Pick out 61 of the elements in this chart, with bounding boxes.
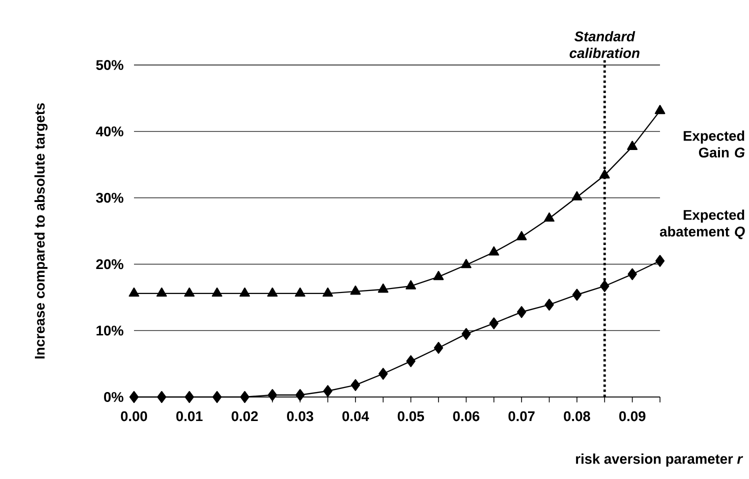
point xyxy=(544,212,554,222)
series-label: Expected Gain G xyxy=(684,130,745,158)
point xyxy=(268,389,278,401)
point xyxy=(489,317,498,330)
x-tick-label: 0.02 xyxy=(232,411,258,422)
point xyxy=(294,287,306,297)
point xyxy=(600,280,610,292)
point xyxy=(572,191,582,200)
point xyxy=(655,254,665,267)
point xyxy=(240,287,250,297)
y-axis-title: Increase compared to absolute targets xyxy=(34,103,48,358)
point xyxy=(378,284,388,293)
point xyxy=(516,306,526,318)
point xyxy=(460,258,472,268)
y-tick-label: 0% xyxy=(104,392,124,402)
point xyxy=(350,285,361,295)
point xyxy=(406,280,416,290)
x-tick-label: 0.07 xyxy=(508,411,535,422)
point xyxy=(434,342,444,354)
y-tick-label: 30% xyxy=(96,192,124,203)
x-tick-label: 0.04 xyxy=(342,411,370,422)
point xyxy=(128,287,140,297)
x-tick-label: 0.08 xyxy=(564,411,590,422)
x-tick-label: 0.00 xyxy=(120,411,148,422)
y-tick-label: 10% xyxy=(96,326,124,336)
y-tick-label: 40% xyxy=(96,126,124,136)
point xyxy=(350,379,360,391)
point xyxy=(378,368,388,380)
point xyxy=(488,246,500,256)
point xyxy=(184,391,194,403)
y-tick-label: 20% xyxy=(96,259,124,270)
y-tick-label: 50% xyxy=(96,60,124,70)
x-tick-label: 0.09 xyxy=(619,411,646,422)
point xyxy=(296,389,305,401)
point xyxy=(212,287,222,297)
point xyxy=(156,287,167,297)
point xyxy=(462,328,471,340)
point xyxy=(267,287,278,297)
point xyxy=(129,391,139,403)
series-label: Expected abatement Q xyxy=(660,210,745,240)
point xyxy=(184,287,195,297)
x-tick-label: 0.06 xyxy=(453,411,480,422)
point xyxy=(599,169,610,178)
point xyxy=(654,104,666,114)
point xyxy=(544,298,554,311)
point xyxy=(433,270,444,280)
point xyxy=(212,391,222,403)
point xyxy=(572,288,582,301)
point xyxy=(628,268,637,280)
x-tick-label: 0.03 xyxy=(287,411,314,422)
x-tick-label: 0.05 xyxy=(398,411,424,422)
point xyxy=(323,385,332,397)
point xyxy=(516,231,527,240)
ref-line-label: Standard calibration xyxy=(570,31,640,58)
point xyxy=(240,391,250,403)
point xyxy=(322,287,334,297)
point xyxy=(157,391,166,403)
point xyxy=(627,140,638,150)
point xyxy=(406,355,416,368)
x-axis-title: risk aversion parameter r xyxy=(576,454,744,467)
x-tick-label: 0.01 xyxy=(176,411,203,422)
